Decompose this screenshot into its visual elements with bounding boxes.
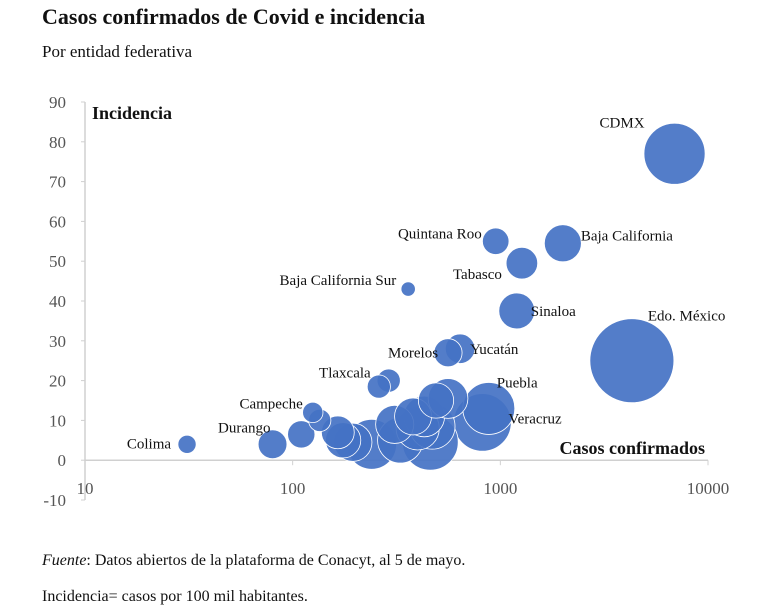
bubble-quintana-roo (482, 227, 510, 255)
source-text: : Datos abiertos de la plataforma de Con… (86, 552, 466, 569)
x-tick-label: 10000 (687, 479, 730, 498)
x-tick-label: 100 (280, 479, 306, 498)
y-tick-label: 10 (49, 411, 66, 430)
bubble-series (177, 122, 706, 471)
source-note: Fuente: Datos abiertos de la plataforma … (42, 552, 465, 570)
bubble-morelos (433, 338, 463, 368)
y-tick-label: 90 (49, 93, 66, 112)
chart-title: Casos confirmados de Covid e incidencia (42, 4, 426, 29)
label-tabasco: Tabasco (453, 267, 502, 283)
bubble-colima (177, 434, 197, 454)
bubble-state (366, 374, 391, 399)
label-tlaxcala: Tlaxcala (319, 366, 371, 382)
source-label: Fuente (42, 552, 87, 569)
y-tick-label: -10 (43, 491, 66, 510)
label-sinaloa: Sinaloa (531, 304, 576, 320)
incidence-definition: Incidencia= casos por 100 mil habitantes… (42, 588, 308, 605)
label-morelos: Morelos (388, 346, 438, 362)
label-quintana-roo: Quintana Roo (398, 226, 482, 242)
bubble-sinaloa (498, 292, 536, 330)
label-cdmx: CDMX (600, 116, 645, 132)
label-campeche: Campeche (239, 396, 303, 412)
x-tick-label: 10 (77, 479, 94, 498)
bubble-baja-california (543, 224, 582, 263)
label-baja-california: Baja California (581, 228, 673, 244)
x-axis-label: Casos confirmados (559, 438, 705, 458)
bubble-campeche (302, 401, 324, 424)
label-yucat-n: Yucatán (470, 342, 519, 358)
x-tick-label: 1000 (483, 479, 517, 498)
y-tick-label: 30 (49, 332, 66, 351)
y-tick-label: 50 (49, 252, 66, 271)
bubble-edo-m-xico (589, 318, 675, 404)
label-baja-california-sur: Baja California Sur (280, 273, 397, 289)
chart-subtitle: Por entidad federativa (42, 42, 193, 61)
label-colima: Colima (127, 436, 172, 452)
label-puebla: Puebla (497, 375, 538, 391)
y-tick-label: 0 (58, 451, 67, 470)
bubble-labels: CDMX Edo. México Baja California Quintana R… (127, 116, 726, 453)
bubble-baja-california-sur (400, 281, 416, 297)
y-tick-label: 40 (49, 292, 66, 311)
y-tick-label: 20 (49, 372, 66, 391)
y-tick-label: 70 (49, 173, 66, 192)
y-axis-label: Incidencia (92, 103, 172, 123)
bubble-chart: -10 0 10 20 30 40 50 60 70 80 90 10 100 1000 10000 CDM… (43, 93, 730, 510)
y-tick-label: 60 (49, 212, 66, 231)
bubble-tabasco (505, 247, 539, 280)
bubble-durango (257, 429, 288, 460)
bubble-state (287, 420, 316, 449)
bubble-state (417, 382, 455, 419)
label-edo-m-xico: Edo. México (648, 309, 725, 325)
bubble-cdmx (643, 122, 706, 185)
label-durango: Durango (218, 420, 271, 436)
label-veracruz: Veracruz (508, 411, 562, 427)
y-tick-label: 80 (49, 133, 66, 152)
